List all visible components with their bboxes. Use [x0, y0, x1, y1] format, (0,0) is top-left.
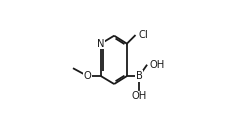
- Text: OH: OH: [131, 91, 146, 101]
- Text: N: N: [97, 39, 104, 49]
- Text: O: O: [83, 71, 91, 81]
- Text: Cl: Cl: [137, 30, 147, 40]
- Text: OH: OH: [149, 60, 164, 70]
- Text: B: B: [135, 71, 142, 81]
